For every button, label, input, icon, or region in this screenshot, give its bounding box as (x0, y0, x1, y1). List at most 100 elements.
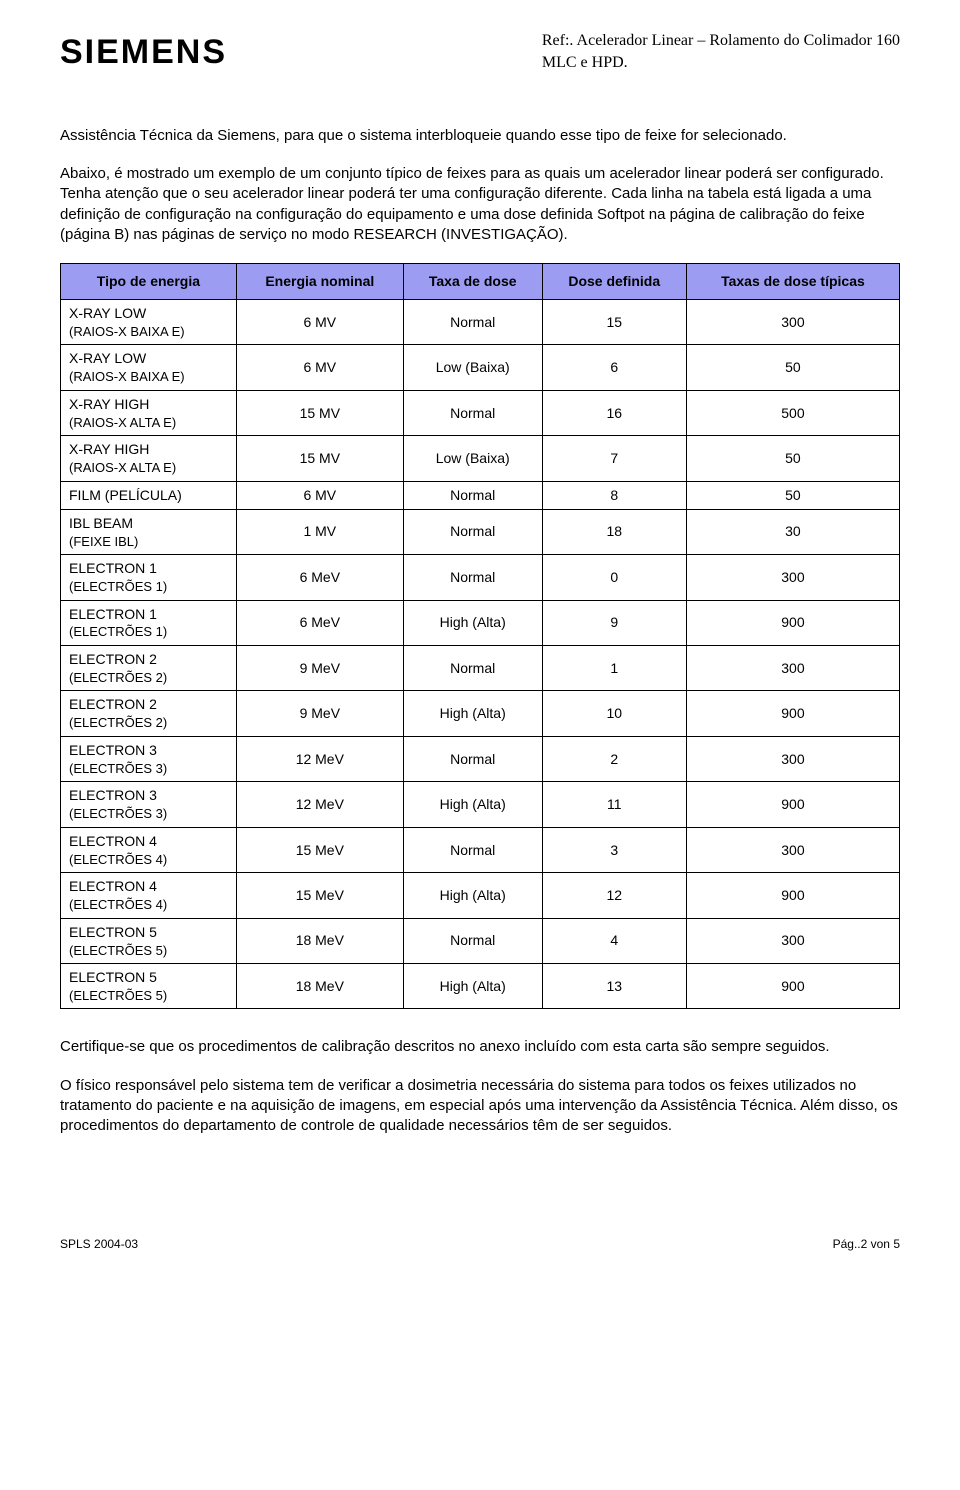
cell-c5: 50 (686, 481, 899, 509)
cell-c5: 900 (686, 964, 899, 1009)
energy-sub: (ELECTRÕES 5) (69, 987, 228, 1005)
cell-tipo-energia: X-RAY LOW(RAIOS-X BAIXA E) (61, 345, 237, 390)
energy-sub: (ELECTRÕES 3) (69, 760, 228, 778)
energy-sub: (ELECTRÕES 4) (69, 896, 228, 914)
cell-c2: 18 MeV (236, 964, 403, 1009)
footer-right: Pág..2 von 5 (833, 1236, 900, 1252)
cell-c5: 300 (686, 827, 899, 872)
cell-c3: High (Alta) (403, 691, 542, 736)
table-row: ELECTRON 5(ELECTRÕES 5) 18 MeVHigh (Alta)… (61, 964, 900, 1009)
energy-name: X-RAY HIGH (69, 440, 228, 459)
cell-c3: Low (Baixa) (403, 345, 542, 390)
cell-tipo-energia: ELECTRON 4(ELECTRÕES 4) (61, 873, 237, 918)
cell-c2: 9 MeV (236, 691, 403, 736)
cell-c4: 1 (542, 645, 686, 690)
cell-c4: 15 (542, 300, 686, 345)
cell-c5: 900 (686, 782, 899, 827)
table-row: X-RAY HIGH(RAIOS-X ALTA E)15 MVNormal165… (61, 390, 900, 435)
siemens-logo: SIEMENS (60, 30, 227, 76)
cell-c5: 30 (686, 509, 899, 554)
table-header-row: Tipo de energia Energia nominal Taxa de … (61, 264, 900, 300)
cell-c2: 15 MeV (236, 827, 403, 872)
energy-sub: (RAIOS-X BAIXA E) (69, 323, 228, 341)
cell-c5: 300 (686, 918, 899, 963)
cell-c5: 300 (686, 300, 899, 345)
col-dose-definida: Dose definida (542, 264, 686, 300)
cell-c3: Normal (403, 390, 542, 435)
cell-c3: Low (Baixa) (403, 436, 542, 481)
beam-config-table: Tipo de energia Energia nominal Taxa de … (60, 263, 900, 1009)
cell-tipo-energia: ELECTRON 3(ELECTRÕES 3) (61, 782, 237, 827)
cell-c4: 13 (542, 964, 686, 1009)
cell-c2: 6 MV (236, 481, 403, 509)
cell-c3: High (Alta) (403, 964, 542, 1009)
cell-c3: Normal (403, 827, 542, 872)
energy-sub: (RAIOS-X BAIXA E) (69, 368, 228, 386)
cell-c2: 9 MeV (236, 645, 403, 690)
cell-tipo-energia: ELECTRON 4(ELECTRÕES 4) (61, 827, 237, 872)
cell-c3: Normal (403, 645, 542, 690)
col-taxa-dose: Taxa de dose (403, 264, 542, 300)
cell-c4: 3 (542, 827, 686, 872)
energy-sub: (RAIOS-X ALTA E) (69, 414, 228, 432)
cell-c3: Normal (403, 509, 542, 554)
energy-name: ELECTRON 1 (69, 559, 228, 578)
energy-name: ELECTRON 3 (69, 786, 228, 805)
table-row: X-RAY LOW(RAIOS-X BAIXA E)6 MVLow (Baixa… (61, 345, 900, 390)
cell-c3: Normal (403, 481, 542, 509)
cell-c2: 1 MV (236, 509, 403, 554)
page-header: SIEMENS Ref:. Acelerador Linear – Rolame… (60, 30, 900, 76)
cell-c2: 6 MV (236, 300, 403, 345)
energy-name: ELECTRON 4 (69, 832, 228, 851)
cell-c4: 11 (542, 782, 686, 827)
col-taxas-tipicas: Taxas de dose típicas (686, 264, 899, 300)
cell-c3: High (Alta) (403, 600, 542, 645)
cell-c4: 4 (542, 918, 686, 963)
cell-c2: 6 MeV (236, 555, 403, 600)
cell-tipo-energia: FILM (PELÍCULA) (61, 481, 237, 509)
col-tipo-energia: Tipo de energia (61, 264, 237, 300)
cell-tipo-energia: ELECTRON 2(ELECTRÕES 2) (61, 691, 237, 736)
cell-c5: 900 (686, 600, 899, 645)
cell-c4: 8 (542, 481, 686, 509)
cell-tipo-energia: ELECTRON 1(ELECTRÕES 1) (61, 555, 237, 600)
energy-name: ELECTRON 2 (69, 650, 228, 669)
cell-c4: 6 (542, 345, 686, 390)
cell-tipo-energia: ELECTRON 1(ELECTRÕES 1) (61, 600, 237, 645)
cell-c2: 15 MeV (236, 873, 403, 918)
cell-c4: 16 (542, 390, 686, 435)
cell-c5: 900 (686, 873, 899, 918)
cell-c3: Normal (403, 300, 542, 345)
ref-line-1: Ref:. Acelerador Linear – Rolamento do C… (542, 30, 900, 52)
table-row: X-RAY LOW(RAIOS-X BAIXA E) 6 MVNormal1530… (61, 300, 900, 345)
table-row: ELECTRON 4(ELECTRÕES 4)15 MeVNormal3300 (61, 827, 900, 872)
cell-c4: 12 (542, 873, 686, 918)
table-row: ELECTRON 3(ELECTRÕES 3)12 MeVHigh (Alta)… (61, 782, 900, 827)
cell-tipo-energia: IBL BEAM(FEIXE IBL) (61, 509, 237, 554)
energy-name: FILM (PELÍCULA) (69, 486, 228, 505)
paragraph-4: O físico responsável pelo sistema tem de… (60, 1076, 900, 1137)
cell-c3: Normal (403, 555, 542, 600)
energy-sub: (ELECTRÕES 1) (69, 578, 228, 596)
energy-name: ELECTRON 2 (69, 695, 228, 714)
cell-tipo-energia: ELECTRON 3(ELECTRÕES 3) (61, 736, 237, 781)
energy-name: X-RAY LOW (69, 304, 228, 323)
energy-name: ELECTRON 3 (69, 741, 228, 760)
energy-sub: (ELECTRÕES 5) (69, 942, 228, 960)
paragraph-3: Certifique-se que os procedimentos de ca… (60, 1037, 900, 1057)
energy-name: X-RAY HIGH (69, 395, 228, 414)
table-row: FILM (PELÍCULA) 6 MVNormal850 (61, 481, 900, 509)
table-body: X-RAY LOW(RAIOS-X BAIXA E)6 MVNormal1530… (61, 300, 900, 1009)
energy-name: ELECTRON 5 (69, 968, 228, 987)
footer-left: SPLS 2004-03 (60, 1236, 138, 1252)
cell-tipo-energia: X-RAY HIGH(RAIOS-X ALTA E) (61, 390, 237, 435)
energy-sub: (ELECTRÕES 1) (69, 623, 228, 641)
energy-sub: (ELECTRÕES 4) (69, 851, 228, 869)
table-row: ELECTRON 2(ELECTRÕES 2)9 MeVNormal1300 (61, 645, 900, 690)
cell-c2: 18 MeV (236, 918, 403, 963)
page-footer: SPLS 2004-03 Pág..2 von 5 (60, 1236, 900, 1252)
cell-c2: 15 MV (236, 436, 403, 481)
cell-c2: 6 MeV (236, 600, 403, 645)
energy-name: ELECTRON 4 (69, 877, 228, 896)
cell-c4: 18 (542, 509, 686, 554)
